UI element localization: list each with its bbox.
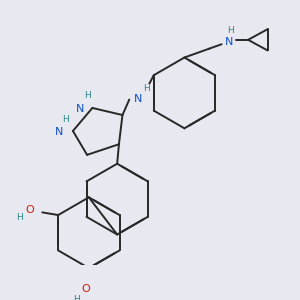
Text: H: H — [84, 91, 91, 100]
Text: H: H — [73, 296, 80, 300]
Text: N: N — [55, 127, 63, 137]
Text: O: O — [81, 284, 90, 294]
Text: H: H — [227, 26, 234, 34]
Text: H: H — [62, 115, 69, 124]
Text: N: N — [224, 38, 233, 47]
Text: H: H — [16, 213, 22, 222]
Text: N: N — [134, 94, 142, 104]
Text: N: N — [76, 104, 84, 114]
Text: H: H — [143, 84, 149, 93]
Text: O: O — [26, 205, 34, 215]
